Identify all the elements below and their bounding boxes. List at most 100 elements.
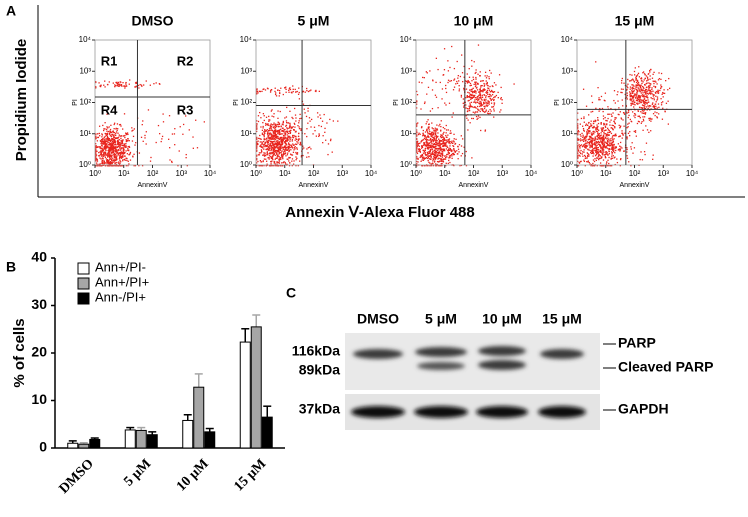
event-dot	[637, 95, 640, 97]
event-dot	[274, 132, 277, 134]
event-dot	[157, 124, 160, 127]
event-dot	[464, 155, 466, 157]
event-dot	[599, 155, 602, 157]
event-dot	[115, 146, 117, 149]
event-dot	[632, 86, 634, 89]
event-dot	[256, 146, 258, 149]
event-dot	[644, 83, 646, 86]
event-dot	[651, 87, 653, 89]
event-dot	[101, 159, 104, 162]
event-dot	[282, 139, 284, 142]
event-dot	[125, 146, 127, 148]
event-dot	[104, 162, 107, 164]
event-dot	[602, 148, 604, 151]
event-dot	[646, 96, 649, 99]
event-dot	[425, 141, 427, 143]
event-dot	[417, 144, 419, 146]
event-dot	[417, 122, 419, 124]
event-dot	[298, 91, 300, 94]
event-dot	[644, 99, 647, 102]
event-dot	[641, 110, 644, 112]
event-dot	[263, 154, 265, 156]
event-dot	[117, 153, 119, 155]
event-dot	[583, 145, 585, 147]
event-dot	[103, 161, 106, 163]
event-dot	[277, 110, 279, 112]
event-dot	[100, 142, 103, 144]
event-dot	[633, 81, 636, 83]
event-dot	[601, 138, 603, 140]
event-dot	[113, 152, 115, 155]
event-dot	[182, 133, 184, 135]
event-dot	[581, 139, 583, 141]
event-dot	[423, 142, 425, 144]
event-dot	[439, 146, 441, 148]
event-dot	[638, 76, 641, 78]
event-dot	[471, 80, 473, 82]
event-dot	[117, 128, 119, 130]
event-dot	[627, 123, 629, 125]
event-dot	[652, 73, 654, 75]
event-dot	[621, 137, 623, 139]
event-dot	[268, 140, 270, 142]
event-dot	[651, 98, 653, 100]
event-dot	[97, 133, 99, 135]
event-dot	[471, 88, 473, 90]
event-dot	[441, 88, 444, 90]
event-dot	[104, 86, 106, 88]
event-dot	[577, 156, 579, 159]
event-dot	[122, 149, 125, 151]
event-dot	[602, 126, 604, 129]
event-dot	[485, 80, 487, 82]
event-dot	[416, 150, 418, 152]
event-dot	[289, 87, 291, 89]
quadrant-label: R4	[101, 102, 118, 117]
y-tick-label: 10³	[240, 66, 252, 75]
event-dot	[463, 104, 465, 107]
event-dot	[120, 144, 122, 147]
event-dot	[100, 155, 103, 157]
event-dot	[103, 147, 106, 149]
y-tick-label: 10¹	[79, 129, 91, 138]
event-dot	[473, 106, 476, 108]
event-dot	[416, 123, 418, 125]
event-dot	[605, 126, 607, 128]
event-dot	[612, 144, 614, 146]
event-dot	[438, 152, 440, 154]
event-dot	[479, 80, 482, 82]
event-dot	[477, 44, 480, 46]
event-dot	[443, 155, 446, 157]
event-dot	[482, 103, 485, 105]
event-dot	[119, 81, 121, 83]
event-dot	[99, 85, 101, 87]
event-dot	[491, 89, 493, 92]
event-dot	[276, 154, 279, 157]
event-dot	[423, 165, 426, 167]
event-dot	[619, 141, 622, 144]
event-dot	[591, 140, 593, 142]
event-dot	[421, 154, 423, 156]
event-dot	[478, 91, 480, 93]
event-dot	[451, 155, 453, 157]
event-dot	[648, 85, 650, 87]
event-dot	[585, 146, 587, 148]
event-dot	[652, 158, 654, 160]
event-dot	[645, 95, 647, 98]
event-dot	[644, 96, 646, 98]
event-dot	[600, 141, 602, 143]
event-dot	[266, 163, 268, 165]
event-dot	[274, 142, 276, 145]
event-dot	[434, 133, 436, 135]
event-dot	[260, 161, 263, 163]
event-dot	[606, 123, 608, 125]
event-dot	[104, 147, 106, 150]
event-dot	[113, 123, 115, 126]
event-dot	[584, 146, 586, 148]
event-dot	[587, 160, 589, 162]
event-dot	[118, 156, 121, 159]
event-dot	[479, 100, 481, 103]
event-dot	[258, 154, 261, 156]
event-dot	[611, 124, 613, 127]
event-dot	[653, 80, 655, 83]
event-dot	[260, 138, 262, 140]
